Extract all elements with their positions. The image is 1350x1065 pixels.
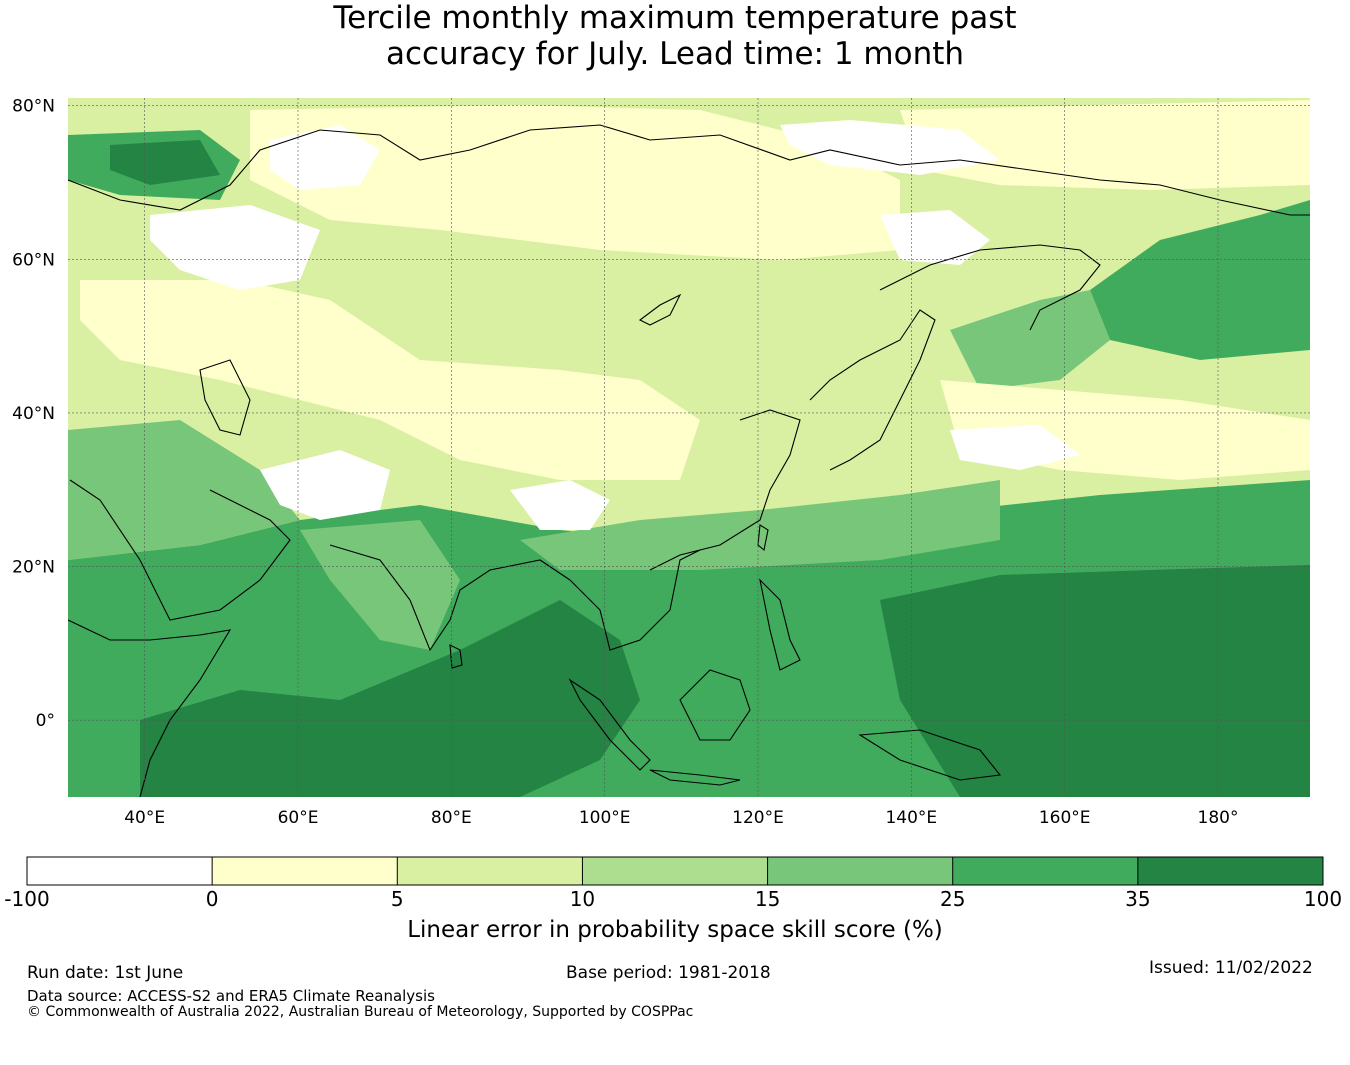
lon-tick-label: 160°E [1039,808,1091,828]
colorbar-frame [26,856,1324,886]
coastline-java [649,769,741,786]
skill-region-negative-novaya [270,125,380,190]
skill-region-15-25-nw-pacific [950,290,1110,390]
skill-region-5-10-central-asia [80,280,700,480]
coastline-arabia [69,479,291,621]
colorbar-segment [397,857,583,885]
longitude-labels: 40°E 60°E 80°E 100°E 120°E 140°E 160°E 180° [124,808,1238,828]
skill-region-negative-west-pacific [950,425,1080,470]
latitude-labels: 80°N 60°N 40°N 20°N 0° [12,97,55,732]
lon-tick-label: 100°E [579,808,631,828]
lat-tick-label: 80°N [12,97,55,117]
coastline-europe-arctic [68,124,1310,216]
run-date: Run date: 1st June [27,963,184,983]
skill-region-negative-europe [150,205,320,290]
skill-field [68,100,1310,797]
colorbar-segment [582,857,768,885]
coastline-india [329,544,571,652]
coastline-sri-lanka [449,644,463,669]
title-line-1: Tercile monthly maximum temperature past [333,0,1017,36]
colorbar-tick-label: 5 [391,887,404,911]
lon-tick-label: 180° [1198,808,1239,828]
colorbar-label: Linear error in probability space skill … [407,917,943,943]
colorbar-segment [27,857,213,885]
lon-tick-label: 140°E [885,808,937,828]
skill-region-35-100-norway [110,140,220,185]
skill-region-15-25-india [300,520,460,650]
coastline-taiwan [757,524,769,552]
coastline-indochina [569,549,701,651]
colorbar-segment [1137,857,1323,885]
lon-tick-label: 40°E [124,808,165,828]
skill-region-25-35-nw-pacific [1090,200,1310,360]
skill-region-negative-far-east [880,210,990,265]
colorbar-tick-label: 0 [206,887,219,911]
graticule [68,98,1310,797]
coastline-borneo [679,669,751,741]
lon-tick-label: 120°E [732,808,784,828]
lat-tick-label: 60°N [12,250,55,270]
colorbar-tick-label: -100 [4,887,49,911]
colorbar-tick-label: 35 [1125,887,1150,911]
lon-tick-label: 80°E [431,808,472,828]
skill-region-negative-china [510,480,610,530]
skill-region-5-10-siberia [250,105,900,260]
coastline-new-guinea [858,729,1002,781]
lat-tick-label: 20°N [12,558,55,578]
skill-region-5-10-arctic [900,100,1310,190]
coastline-china-east [649,409,801,571]
colorbar: -100 0 5 10 15 25 35 100 [4,856,1342,911]
issued-date: Issued: 11/02/2022 [1149,958,1313,978]
colorbar-tick-label: 10 [570,887,595,911]
colorbar-segment [767,857,953,885]
copyright: © Commonwealth of Australia 2022, Austra… [27,1004,694,1020]
skill-region-35-100-pacific [880,565,1310,797]
colorbar-tick-label: 25 [940,887,965,911]
data-source: Data source: ACCESS-S2 and ERA5 Climate … [27,987,435,1005]
lat-tick-label: 40°N [12,404,55,424]
skill-region-negative-tibet [260,450,390,520]
coastline-sumatra [568,678,651,771]
colorbar-tick-label: 15 [755,887,780,911]
colorbar-tick-label: 100 [1304,887,1342,911]
coastline-baikal [638,293,682,326]
chart-title: Tercile monthly maximum temperature past… [0,0,1350,72]
skill-region-15-25-arabia [68,420,300,560]
coastline-caspian [199,359,251,436]
coastline-korea-japan [809,309,936,471]
base-period: Base period: 1981-2018 [566,963,771,983]
lat-tick-label: 0° [36,711,55,731]
colorbar-segment [952,857,1138,885]
lon-tick-label: 60°E [278,808,319,828]
coastline-africa-east [68,619,232,797]
coastline-philippines [759,578,801,671]
colorbar-segment [212,857,398,885]
skill-region-35-100-indian [140,600,640,797]
coastlines [68,124,1310,797]
title-line-2: accuracy for July. Lead time: 1 month [385,36,965,72]
coastline-okhotsk [879,244,1101,331]
